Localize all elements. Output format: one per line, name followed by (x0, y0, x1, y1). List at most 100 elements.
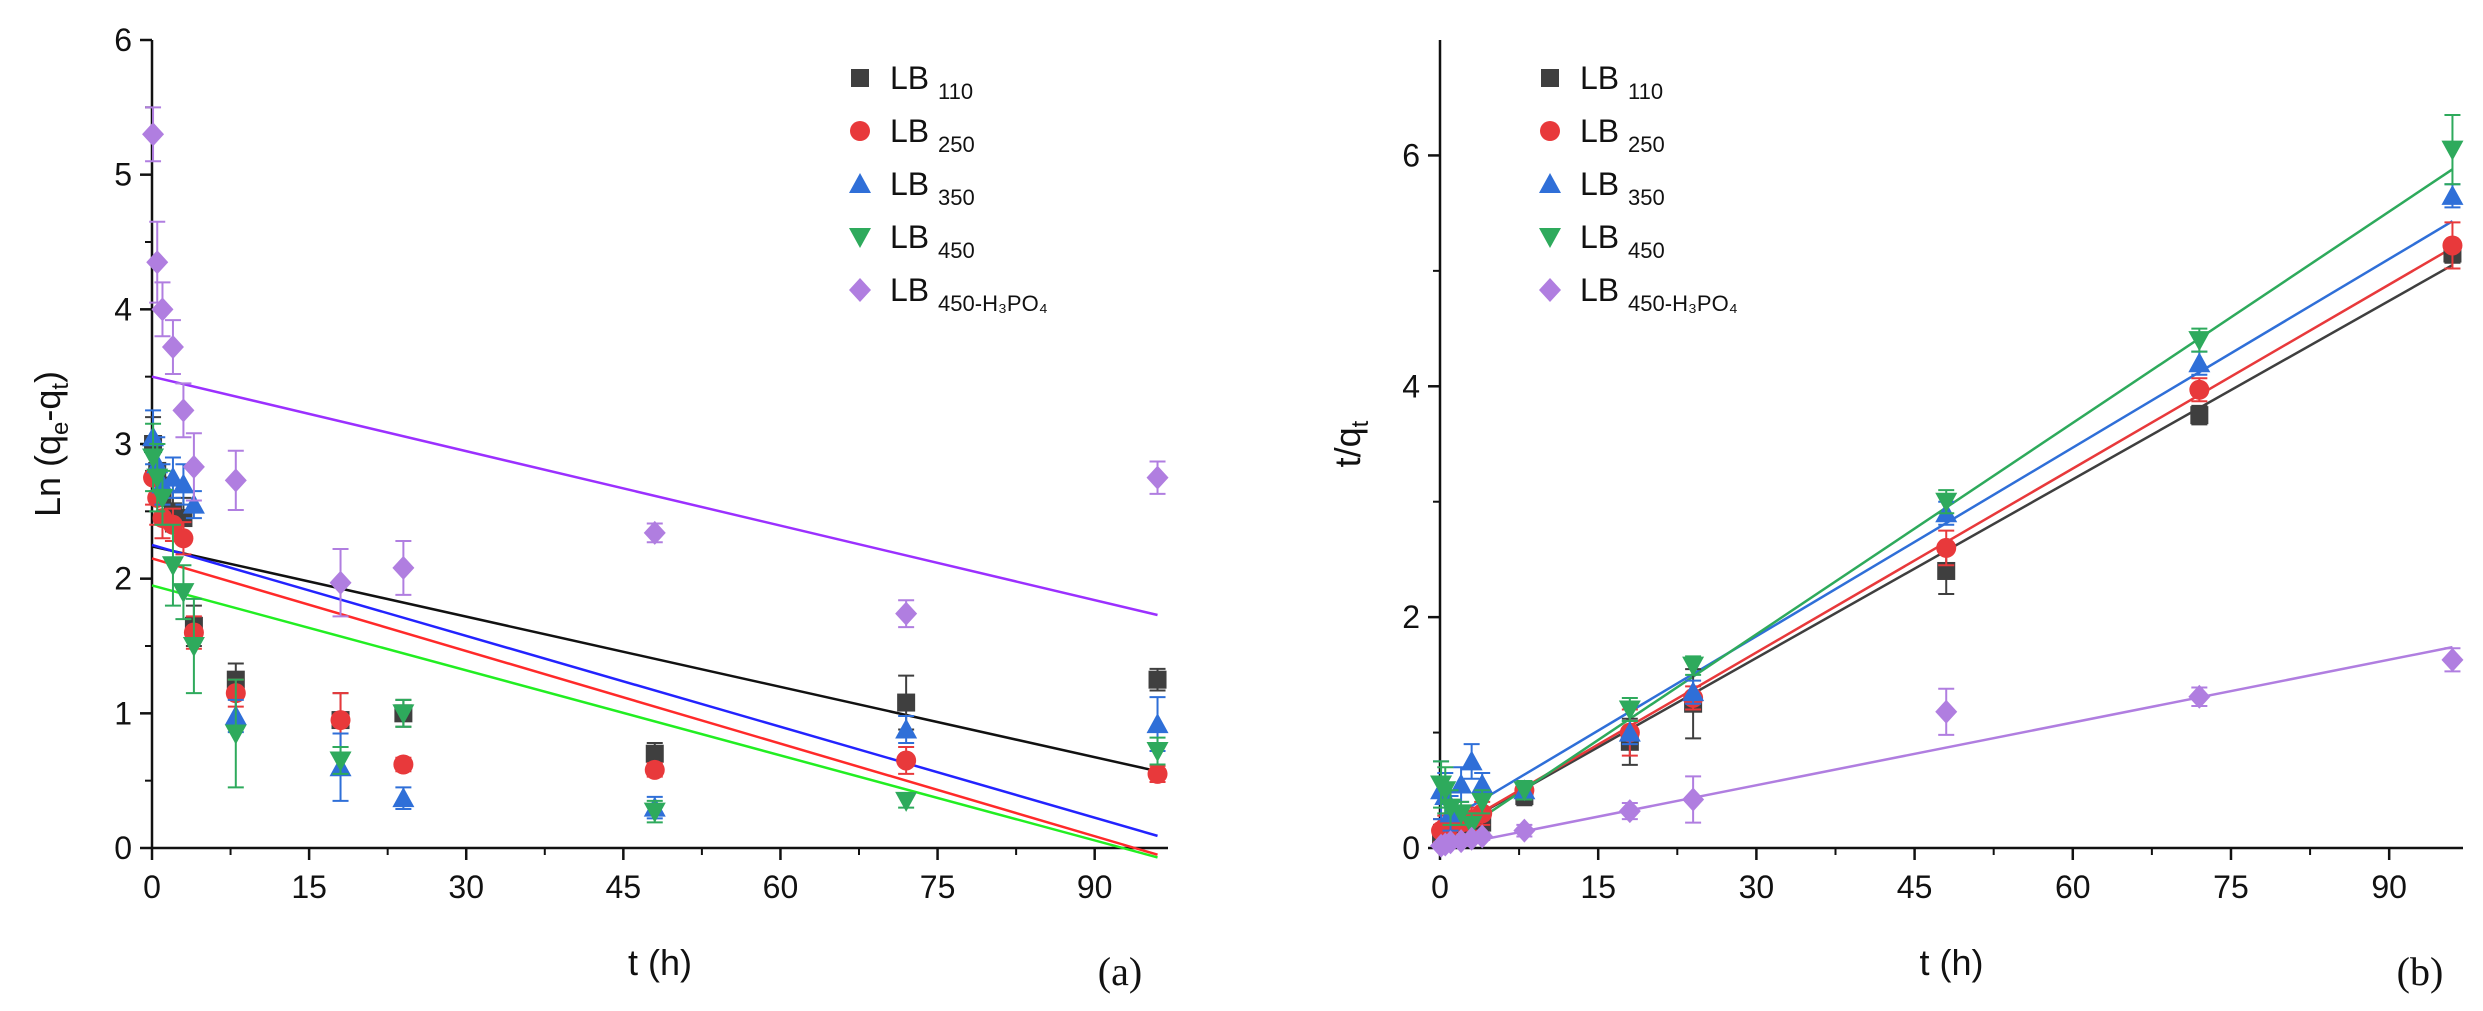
data-point (1936, 537, 1957, 558)
legend-entry: LB 450 (890, 219, 975, 263)
data-point (1618, 700, 1641, 721)
data-point (182, 637, 205, 657)
y-axis-label-subscript: t (1347, 420, 1374, 427)
data-point (161, 556, 184, 577)
data-point (1147, 763, 1168, 784)
data-point (182, 454, 205, 479)
legend-entry: LB 110 (1580, 60, 1663, 104)
data-point (1450, 804, 1473, 825)
data-point (393, 754, 414, 775)
legend-entry-name: LB (1580, 219, 1628, 255)
data-point (161, 466, 184, 487)
x-tick-label: 0 (143, 869, 161, 905)
fit-line-450-H₃PO₄ (151, 375, 1158, 617)
y-tick-label: 6 (114, 22, 132, 58)
data-point (151, 488, 174, 509)
x-tick-label: 30 (1739, 869, 1775, 905)
legend-entry-name: LB (890, 219, 938, 255)
y-tick-label: 5 (114, 157, 132, 193)
y-axis-label: t/qt (1327, 420, 1374, 467)
legend-entry: LB 450 (1580, 219, 1665, 263)
data-point (2190, 406, 2209, 425)
data-point (1434, 781, 1457, 802)
legend-entry: LB 250 (890, 113, 975, 157)
x-tick-label: 30 (448, 869, 484, 905)
data-point (329, 751, 352, 772)
y-tick-label: 0 (114, 830, 132, 866)
data-point (224, 468, 247, 493)
data-point (329, 570, 352, 595)
data-point (1682, 681, 1705, 702)
data-point (392, 555, 415, 580)
data-point (151, 297, 174, 322)
legend-entry-subscript: 450 (1628, 238, 1665, 263)
x-tick-label: 45 (606, 869, 642, 905)
data-point (1460, 750, 1483, 771)
data-point (1618, 799, 1641, 824)
legend-entry: LB 350 (1580, 166, 1665, 210)
legend-entry: LB 350 (890, 166, 975, 210)
data-point (1146, 713, 1169, 734)
data-point (1935, 492, 1958, 513)
legend-entry-name: LB (1580, 272, 1628, 308)
y-axis-label-part: Ln (q (27, 435, 68, 517)
x-tick-label: 75 (920, 869, 956, 905)
data-point (146, 250, 169, 275)
data-point (643, 520, 666, 545)
legend-marker (1539, 228, 1561, 248)
data-point (644, 759, 665, 780)
legend-entry: LB 450-H₃PO₄ (890, 272, 1048, 316)
data-point (142, 122, 165, 147)
data-point (645, 744, 664, 763)
legend-entry-subscript: 450 (938, 238, 975, 263)
legend-entry-name: LB (890, 60, 938, 96)
legend-marker (849, 173, 871, 193)
data-point (2441, 647, 2464, 672)
data-point (1937, 561, 1956, 580)
legend-entry: LB 450-H₃PO₄ (1580, 272, 1738, 316)
y-tick-label: 1 (114, 695, 132, 731)
x-tick-label: 15 (1580, 869, 1616, 905)
data-point (1618, 721, 1641, 742)
data-point (1682, 787, 1705, 812)
data-point (1146, 465, 1169, 490)
x-tick-label: 15 (291, 869, 327, 905)
data-point (392, 704, 415, 725)
data-point (897, 693, 916, 712)
x-axis-label: t (h) (1919, 942, 1983, 983)
data-point (895, 791, 918, 812)
data-point (1471, 792, 1494, 813)
data-point (1513, 818, 1536, 843)
data-point (895, 601, 918, 626)
data-point (146, 468, 169, 489)
y-tick-label: 6 (1402, 137, 1420, 173)
y-tick-label: 0 (1402, 830, 1420, 866)
y-axis-label-subscript: t (47, 383, 74, 390)
legend-marker (1540, 121, 1560, 141)
data-point (142, 448, 165, 469)
fit-line-450 (151, 584, 1158, 859)
data-point (1460, 815, 1483, 836)
fit-line-110 (151, 545, 1158, 773)
data-point (1682, 656, 1705, 677)
data-point (392, 787, 415, 808)
legend-entry-subscript: 110 (1628, 79, 1663, 104)
y-axis-label-part: ) (27, 371, 68, 383)
fit-line-250 (151, 557, 1158, 856)
data-point (1471, 824, 1494, 849)
legend-entry-subscript: 350 (938, 185, 975, 210)
y-tick-label: 3 (114, 426, 132, 462)
x-tick-label: 75 (2213, 869, 2249, 905)
legend-entry-subscript: 250 (1628, 132, 1665, 157)
data-point (161, 335, 184, 360)
x-tick-label: 0 (1431, 869, 1449, 905)
y-axis-label-subscript: e (47, 422, 74, 435)
data-point (1450, 773, 1473, 794)
x-tick-label: 90 (1077, 869, 1113, 905)
fit-line-350 (151, 543, 1158, 838)
y-tick-label: 4 (1402, 368, 1420, 404)
legend-marker (849, 278, 871, 302)
data-point (896, 750, 917, 771)
